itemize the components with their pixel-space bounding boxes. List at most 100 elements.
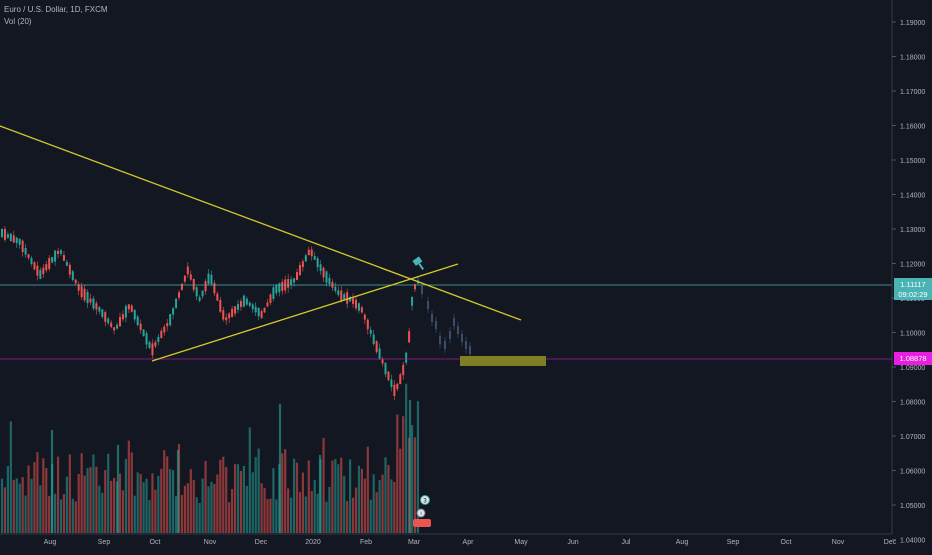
candle-body (195, 287, 198, 297)
time-tick-label: Sep (98, 539, 111, 546)
volume-bar (56, 456, 60, 533)
volume-bar (304, 496, 307, 533)
symbol-title[interactable]: Euro / U.S. Dollar, 1D, FXCM (4, 5, 108, 14)
candle-body (148, 341, 151, 348)
target-zone-box[interactable] (460, 356, 546, 366)
volume-bar (21, 477, 24, 533)
candle-body (71, 271, 74, 280)
volume-bar (139, 473, 142, 533)
volume-bar (151, 473, 154, 533)
candle-body (275, 285, 278, 294)
volume-bar (142, 482, 145, 533)
candle-body (272, 287, 275, 299)
candle-body (352, 298, 355, 304)
volume-bar (118, 473, 122, 533)
volume-bar (322, 437, 325, 533)
candle-body (372, 334, 375, 345)
candle-body (74, 279, 77, 284)
candle-body (119, 316, 121, 327)
volume-bar (204, 460, 207, 533)
candle-body (313, 255, 316, 260)
candle-body (139, 323, 142, 331)
hammer-marker-icon[interactable] (412, 256, 426, 271)
candle-body (213, 283, 216, 294)
time-tick-label: Oct (781, 539, 792, 546)
candle-body (1, 228, 3, 238)
candle-body (304, 255, 307, 262)
candle-body (192, 278, 195, 290)
volume-bar (42, 458, 45, 533)
candle-body (228, 313, 231, 319)
volume-bar (0, 478, 4, 533)
price-tick-label: 1.17000 (900, 89, 925, 96)
volume-bar (233, 464, 237, 533)
price-axis[interactable]: 1.19000 1.18000 1.17000 1.16000 1.15000 1.140… (892, 20, 925, 545)
price-tick-label: 1.19000 (900, 20, 925, 27)
candle-body (68, 264, 71, 275)
candle-body (6, 234, 9, 238)
candle-body (310, 249, 313, 257)
candle-body (405, 352, 408, 363)
volume-bar (272, 468, 275, 533)
volume-bar (50, 430, 54, 533)
candle-body (343, 294, 346, 300)
candle-body (183, 275, 186, 282)
volume-bar (62, 493, 66, 533)
candle-body (363, 314, 366, 320)
volume-bar (325, 501, 328, 533)
projected-bar-body (421, 286, 423, 294)
volume-bar (381, 474, 384, 533)
volume-bar (36, 452, 39, 533)
time-axis[interactable]: Aug Sep Oct Nov Dec 2020 Feb Mar Apr May Jun Jul Aug… (44, 539, 897, 546)
candle-body (210, 274, 213, 284)
volume-indicator-title[interactable]: Vol (20) (4, 17, 32, 26)
volume-bar (387, 465, 390, 533)
candle-body (166, 323, 169, 327)
candle-body (349, 296, 352, 302)
volume-bar (225, 467, 228, 533)
projected-bar-body (427, 301, 429, 309)
volume-bar (89, 467, 92, 533)
volume-bar (251, 472, 254, 533)
volume-bar (396, 414, 399, 533)
volume-bar (176, 450, 180, 533)
price-tick-label: 1.13000 (900, 227, 925, 234)
descending-trendline[interactable] (0, 125, 522, 321)
alert-price-label[interactable]: 1.08878 (894, 352, 932, 365)
time-tick-label: Oct (150, 539, 161, 546)
volume-bar (372, 474, 375, 533)
projected-bar-body (469, 346, 471, 354)
projected-bar-body (453, 318, 455, 326)
ascending-trendline[interactable] (151, 263, 459, 362)
candle-body (381, 359, 384, 364)
volume-bar (116, 445, 120, 533)
dividend-marker-icon[interactable]: i (416, 508, 426, 518)
projected-bar-body (465, 341, 467, 349)
volume-bar (375, 492, 378, 533)
candle-body (216, 293, 219, 301)
volume-bar (74, 501, 77, 533)
volume-bar (292, 458, 296, 533)
volume-bar (68, 454, 71, 533)
candle-body (92, 298, 95, 309)
price-candles (1, 226, 419, 401)
earnings-marker-icon[interactable]: 3 (420, 495, 430, 505)
volume-bar (228, 502, 231, 533)
candle-body (263, 307, 266, 313)
candle-body (296, 272, 298, 280)
candle-body (411, 297, 414, 306)
volume-bar (351, 497, 355, 533)
volume-bar (15, 478, 18, 533)
volume-bar (346, 501, 349, 533)
projected-bar-body (449, 331, 451, 339)
candle-body (95, 303, 98, 310)
split-marker-icon[interactable] (413, 519, 431, 527)
candle-body (42, 267, 45, 275)
volume-bar (6, 466, 9, 533)
candle-body (346, 292, 349, 304)
volume-bar (287, 488, 290, 533)
candle-body (387, 371, 390, 381)
volume-bar (318, 455, 322, 533)
volume-bar (378, 480, 381, 533)
